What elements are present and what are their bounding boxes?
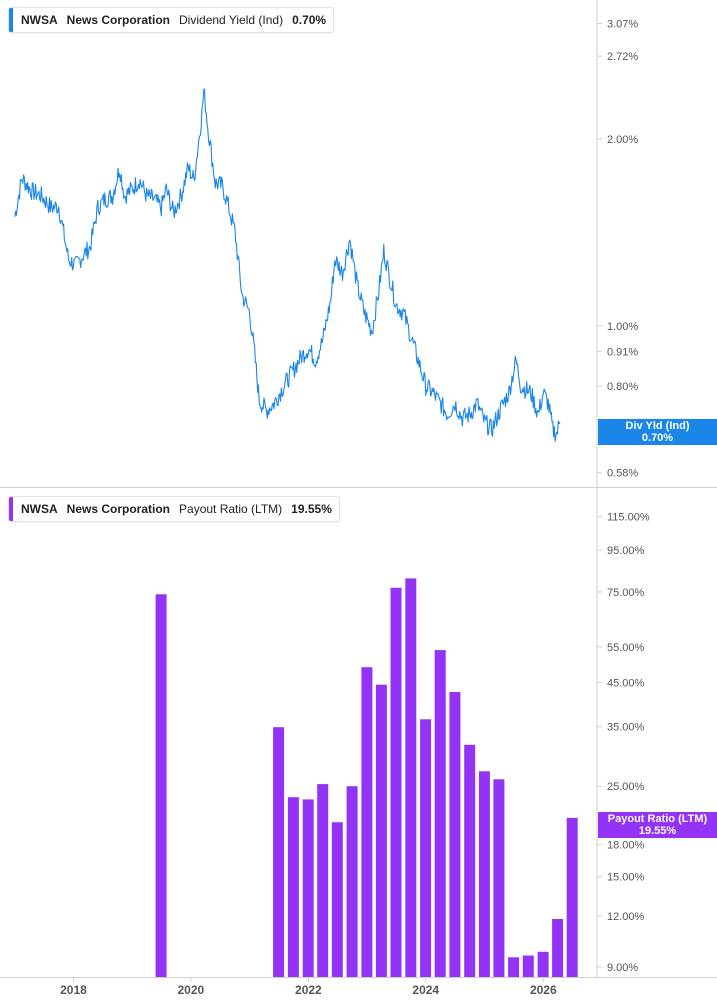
x-tick-label: 2026 bbox=[530, 983, 557, 997]
x-tick-label: 2022 bbox=[295, 983, 322, 997]
payout-legend-ticker: NWSA bbox=[21, 502, 58, 516]
payout-axis: 115.00% 95.00% 75.00% 55.00% 45.00% 35.00% 25.… bbox=[597, 511, 650, 974]
payout-legend-company: News Corporation bbox=[66, 502, 171, 516]
payout-legend-metric: Payout Ratio (LTM) bbox=[179, 502, 283, 516]
payout-bar bbox=[155, 594, 167, 977]
y-tick-label: 25.00% bbox=[607, 781, 645, 793]
payout-bar bbox=[478, 771, 490, 977]
payout-legend-value: 19.55% bbox=[291, 502, 332, 516]
payout-bar bbox=[552, 919, 564, 977]
payout-bar bbox=[331, 822, 343, 977]
payout-legend-swatch bbox=[9, 497, 13, 521]
y-tick-label: 12.00% bbox=[607, 911, 645, 923]
payout-bar bbox=[302, 799, 314, 977]
y-tick-label: 95.00% bbox=[607, 545, 645, 557]
payout-bar bbox=[522, 955, 534, 977]
yield-legend: NWSA News Corporation Dividend Yield (In… bbox=[8, 7, 335, 33]
y-tick-label: 45.00% bbox=[607, 677, 645, 689]
y-tick-label: 35.00% bbox=[607, 722, 645, 734]
yield-axis: 3.07%2.72%2.00%1.00%0.91%0.80%0.69%0.58% bbox=[597, 19, 638, 480]
y-tick-label: 0.91% bbox=[607, 346, 638, 358]
payout-bar bbox=[493, 779, 505, 977]
y-tick-label: 15.00% bbox=[607, 872, 645, 884]
payout-bar bbox=[508, 957, 520, 977]
payout-value-badge: Payout Ratio (LTM) 19.55% bbox=[598, 812, 717, 838]
y-tick-label: 3.07% bbox=[607, 19, 638, 31]
payout-bar bbox=[537, 951, 549, 977]
payout-bar bbox=[287, 797, 299, 977]
yield-badge-value: 0.70% bbox=[641, 432, 674, 444]
payout-badge-label: Payout Ratio (LTM) bbox=[607, 813, 708, 825]
y-tick-label: 1.00% bbox=[607, 321, 638, 333]
yield-value-badge: Div Yld (Ind) 0.70% bbox=[598, 419, 717, 445]
yield-legend-metric: Dividend Yield (Ind) bbox=[179, 13, 284, 27]
yield-plot bbox=[14, 88, 561, 442]
payout-bar bbox=[375, 684, 387, 977]
y-tick-label: 55.00% bbox=[607, 642, 645, 654]
y-tick-label: 0.80% bbox=[607, 381, 638, 393]
payout-bar bbox=[346, 786, 358, 977]
yield-badge-label: Div Yld (Ind) bbox=[625, 420, 690, 432]
yield-legend-ticker: NWSA bbox=[21, 13, 58, 27]
x-axis: 2018 2020 2022 2024 2026 bbox=[60, 977, 557, 997]
y-tick-label: 9.00% bbox=[607, 962, 638, 974]
payout-bar bbox=[449, 692, 461, 977]
payout-bar bbox=[361, 667, 373, 977]
x-tick-label: 2018 bbox=[60, 983, 87, 997]
y-tick-label: 115.00% bbox=[607, 511, 650, 523]
payout-bar bbox=[273, 727, 285, 977]
x-tick-label: 2024 bbox=[412, 983, 439, 997]
yield-legend-company: News Corporation bbox=[66, 13, 171, 27]
payout-bar bbox=[405, 578, 417, 977]
payout-bar bbox=[390, 587, 402, 977]
y-tick-label: 2.72% bbox=[607, 51, 638, 63]
payout-bar bbox=[317, 784, 329, 977]
payout-bar bbox=[566, 817, 578, 977]
dividend-yield-line bbox=[14, 88, 561, 442]
x-tick-label: 2020 bbox=[178, 983, 205, 997]
payout-bar bbox=[464, 744, 476, 977]
y-tick-label: 0.58% bbox=[607, 468, 638, 480]
yield-legend-swatch bbox=[9, 8, 13, 32]
y-tick-label: 18.00% bbox=[607, 839, 645, 851]
payout-legend: NWSA News Corporation Payout Ratio (LTM)… bbox=[8, 496, 340, 522]
payout-bar bbox=[434, 650, 446, 977]
payout-bar bbox=[420, 719, 432, 977]
payout-plot bbox=[155, 578, 578, 977]
y-tick-label: 75.00% bbox=[607, 587, 645, 599]
yield-legend-value: 0.70% bbox=[292, 13, 327, 27]
payout-badge-value: 19.55% bbox=[638, 825, 677, 837]
y-tick-label: 2.00% bbox=[607, 134, 638, 146]
